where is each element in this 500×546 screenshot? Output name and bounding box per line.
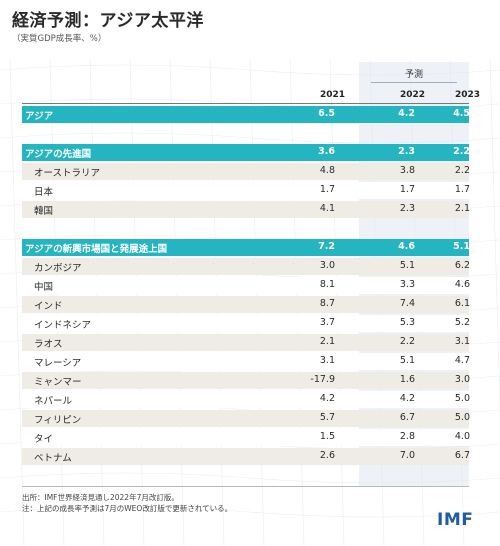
table-row: フィリピン 5.7 6.7 5.0 [22,410,470,427]
value-2022: 2.8 [399,431,415,442]
chart-subtitle: （実質GDP成長率、%） [12,34,107,44]
chart-title: 経済予測：アジア太平洋 [12,11,204,31]
value-2022: 2.2 [399,336,415,347]
value-2022: 1.6 [399,374,415,385]
value-2022: 4.6 [398,241,415,252]
value-2021: 4.2 [319,393,335,404]
value-2022: 6.7 [399,412,415,423]
row-label: インド [34,301,63,312]
row-label: 韓国 [34,206,54,217]
value-2023: 3.1 [454,336,470,347]
value-2022: 2.3 [398,146,415,157]
row-label: ネパール [34,396,73,407]
value-2021: 7.2 [318,241,335,252]
row-label: アジアの新興市場国と発展途上国 [25,244,168,255]
row-label: オーストラリア [34,168,101,179]
row-label: タイ [34,434,54,445]
value-2021: 4.1 [319,203,335,214]
value-2023: 4.7 [454,355,470,366]
row-label: フィリピン [34,415,82,426]
value-2023: 1.7 [454,184,470,195]
column-header-2021: 2021 [319,90,345,100]
row-label: インドネシア [34,320,92,331]
value-2022: 3.3 [399,279,415,290]
value-2023: 2.2 [454,165,470,176]
value-2023: 2.2 [453,146,470,157]
value-2021: 2.1 [319,336,335,347]
table-row: インドネシア 3.7 5.3 5.2 [22,315,470,332]
value-2023: 3.0 [454,374,470,385]
group-row: アジアの先進国 3.6 2.3 2.2 [22,144,470,161]
value-2023: 4.6 [454,279,470,290]
table-row: 日本 1.7 1.7 1.7 [22,182,470,199]
row-label: アジアの先進国 [25,149,92,160]
value-2022: 5.1 [399,260,415,271]
column-header-2023: 2023 [454,90,480,100]
value-2022: 5.3 [399,317,415,328]
row-label: ラオス [34,339,63,350]
value-2022: 2.3 [399,203,415,214]
value-2022: 3.8 [399,165,415,176]
value-2021: 6.5 [318,108,335,119]
forecast-label: 予測 [404,70,423,80]
value-2023: 5.1 [453,241,470,252]
row-label: ベトナム [34,453,72,464]
table-row: タイ 1.5 2.8 4.0 [22,429,470,446]
table-row: ラオス 2.1 2.2 3.1 [22,334,470,351]
table-row: カンボジア 3.0 5.1 6.2 [22,258,470,275]
value-2021: 3.6 [318,146,335,157]
value-2023: 5.0 [454,412,470,423]
value-2022: 4.2 [398,108,415,119]
value-2023: 5.0 [454,393,470,404]
value-2021: -17.9 [310,374,335,385]
group-row: アジア 6.5 4.2 4.5 [22,106,470,123]
table-row: ミャンマー -17.9 1.6 3.0 [22,372,470,389]
forecast-note: 注：上記の成長率予測は7月のWEO改訂版で更新されている。 [22,504,233,513]
value-2023: 6.1 [454,298,470,309]
value-2023: 4.0 [454,431,470,442]
value-2021: 2.6 [319,450,335,461]
value-2022: 5.1 [399,355,415,366]
value-2023: 6.2 [454,260,470,271]
column-header-divider [22,103,469,104]
imf-logo: IMF [437,510,474,530]
value-2022: 4.2 [399,393,415,404]
row-label: ミャンマー [34,377,82,388]
value-2021: 4.8 [319,165,335,176]
value-2021: 3.1 [319,355,335,366]
value-2022: 1.7 [399,184,415,195]
table-row: ベトナム 2.6 7.0 6.7 [22,448,470,465]
row-label: カンボジア [34,263,82,274]
table-row: オーストラリア 4.8 3.8 2.2 [22,163,470,180]
group-row: アジアの新興市場国と発展途上国 7.2 4.6 5.1 [22,239,470,256]
row-label: マレーシア [34,358,82,369]
value-2023: 5.2 [454,317,470,328]
column-header-2022: 2022 [399,90,425,100]
table-row: マレーシア 3.1 5.1 4.7 [22,353,470,370]
value-2021: 5.7 [319,412,335,423]
row-label: 中国 [34,282,54,293]
table-row: 韓国 4.1 2.3 2.1 [22,201,470,218]
value-2021: 1.5 [319,431,335,442]
row-label: アジア [25,111,54,122]
value-2023: 6.7 [454,450,470,461]
value-2021: 3.7 [319,317,335,328]
value-2021: 1.7 [319,184,335,195]
value-2023: 2.1 [454,203,470,214]
value-2021: 8.7 [319,298,335,309]
value-2023: 4.5 [453,108,470,119]
table-row: 中国 8.1 3.3 4.6 [22,277,470,294]
table-row: ネパール 4.2 4.2 5.0 [22,391,470,408]
source-note: 出所：IMF世界経済見通し2022年7月改訂版。 [22,493,179,502]
value-2022: 7.0 [399,450,415,461]
value-2022: 7.4 [399,298,415,309]
footer-divider [22,486,469,487]
forecast-label-underline [371,82,457,83]
value-2021: 8.1 [319,279,335,290]
value-2021: 3.0 [319,260,335,271]
row-label: 日本 [34,187,54,198]
table-row: インド 8.7 7.4 6.1 [22,296,470,313]
